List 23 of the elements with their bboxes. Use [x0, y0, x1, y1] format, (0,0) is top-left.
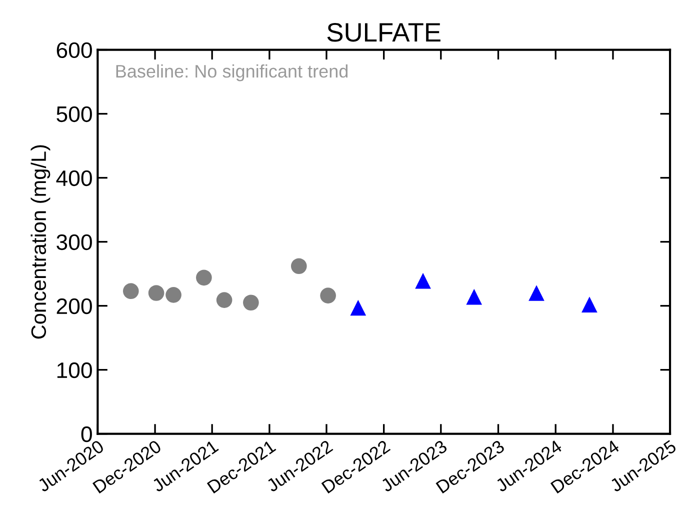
point — [350, 300, 366, 316]
point — [415, 272, 431, 289]
y-tick-label: 100 — [57, 362, 92, 378]
y-tick-label: 0 — [81, 426, 92, 442]
y-tick-label: 500 — [56, 106, 92, 122]
y-tick-label: 600 — [56, 42, 92, 58]
point — [122, 283, 139, 300]
point — [528, 285, 544, 301]
point — [466, 288, 482, 305]
y-axis-title: Concentration (mg/L) — [30, 145, 50, 339]
point — [148, 285, 164, 301]
point — [290, 258, 307, 274]
point — [582, 296, 598, 312]
y-tick-label: 200 — [56, 298, 92, 314]
y-tick-label: 400 — [56, 170, 92, 186]
y-tick-label: 300 — [56, 234, 92, 250]
point — [196, 270, 212, 286]
annotation: Baseline: No significant trend — [116, 64, 348, 82]
point — [216, 292, 232, 308]
point — [320, 288, 336, 304]
chart-title: SULFATE — [327, 23, 440, 42]
point — [243, 294, 259, 311]
point — [166, 287, 182, 303]
